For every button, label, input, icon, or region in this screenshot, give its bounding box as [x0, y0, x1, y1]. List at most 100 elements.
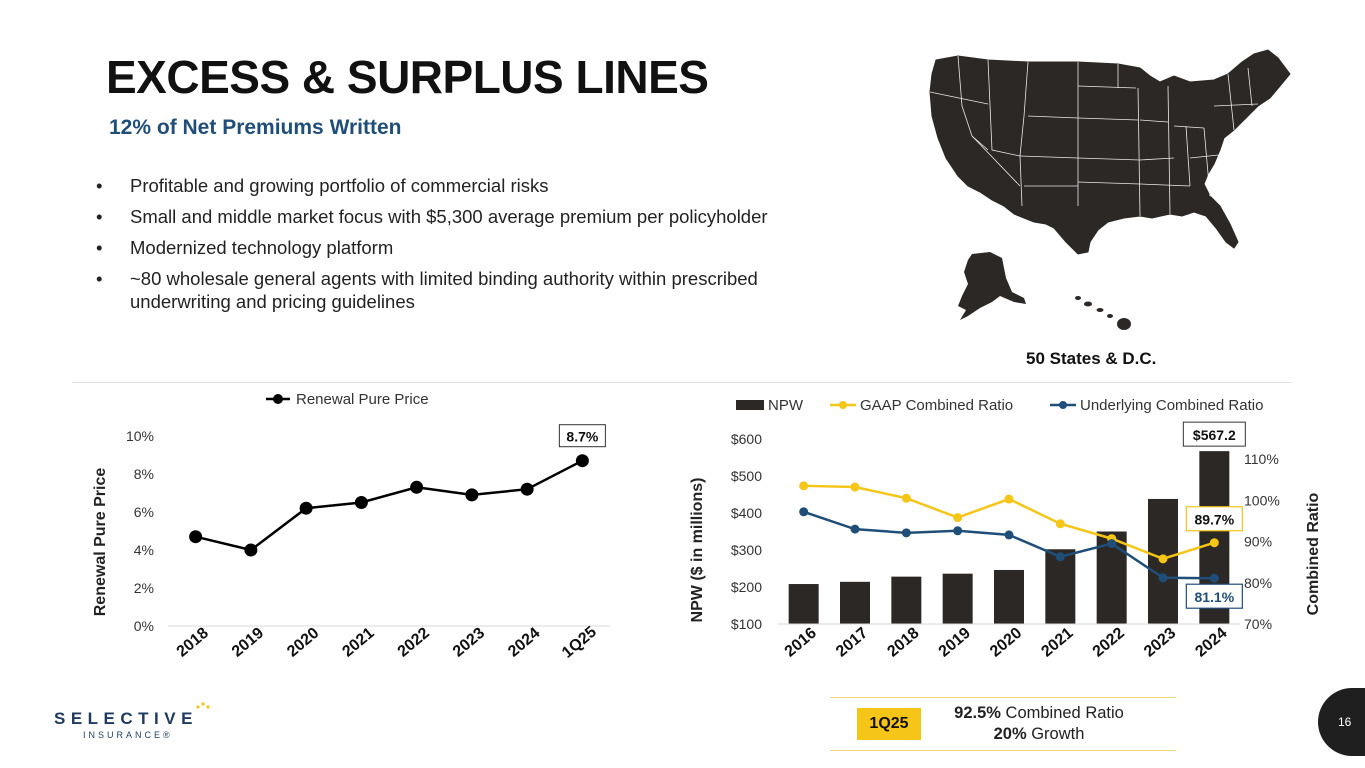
y-tick-label: $200	[731, 579, 762, 595]
x-tick-label: 2023	[450, 625, 488, 661]
y2-tick-label: 70%	[1244, 616, 1272, 632]
data-point	[410, 480, 424, 494]
x-tick-label: 2024	[505, 625, 543, 661]
chart-legend: Renewal Pure Price	[266, 391, 429, 408]
x-tick-label: 1Q25	[559, 623, 600, 661]
x-tick-label: 2020	[987, 625, 1025, 661]
legend-underlying-dot	[1059, 401, 1067, 409]
y-tick-label: 2%	[134, 580, 154, 596]
underlying-point	[901, 528, 911, 538]
contiguous-us-shape	[929, 49, 1291, 255]
y-tick-label: $100	[731, 616, 762, 632]
y-tick-label: $400	[731, 505, 762, 521]
y-tick-label: 10%	[126, 428, 154, 444]
logo-wordmark: SELECTIVE	[54, 709, 198, 728]
x-tick-label: 2020	[284, 625, 322, 661]
y2-tick-label: 100%	[1244, 492, 1280, 508]
underlying-point	[1107, 539, 1117, 549]
callout-text: 92.5% Combined Ratio 20% Growth	[934, 703, 1144, 745]
company-logo: SELECTIVE INSURANCE®	[54, 700, 214, 746]
state-borders	[929, 55, 1259, 217]
y-tick-label: $300	[731, 542, 762, 558]
series-line	[195, 459, 583, 552]
gaap-point	[901, 493, 911, 503]
x-tick-label: 2022	[395, 625, 433, 661]
callout-badge: 1Q25	[857, 708, 921, 740]
callout-cr-value: 92.5%	[954, 704, 1001, 722]
underlying-point	[799, 507, 809, 517]
x-tick-label: 2018	[884, 625, 922, 661]
y2-tick-label: 110%	[1244, 451, 1279, 467]
x-tick-label: 2017	[833, 625, 871, 661]
legend-dot-marker	[273, 394, 283, 404]
bullet-item: ~80 wholesale general agents with limite…	[96, 267, 856, 313]
renewal-pure-price-chart: Renewal Pure Price Renewal Pure Price 0%…	[88, 384, 628, 694]
x-tick-label: 2021	[1038, 625, 1076, 661]
gaap-point	[1055, 519, 1065, 529]
underlying-point	[1055, 552, 1065, 562]
npw-data-label: $567.2	[1193, 427, 1236, 443]
quarter-callout: 1Q25 92.5% Combined Ratio 20% Growth	[830, 697, 1176, 751]
x-tick-label: 2021	[339, 625, 377, 661]
data-point	[354, 496, 368, 509]
legend-npw-label: NPW	[768, 397, 804, 414]
underlying-point	[850, 524, 860, 534]
gaap-point	[799, 481, 809, 491]
x-tick-label: 2022	[1090, 625, 1128, 661]
underlying-point	[953, 526, 963, 536]
data-point	[189, 530, 203, 544]
logo-dots-icon	[196, 702, 210, 709]
data-label-box	[558, 424, 606, 448]
bullet-list: Profitable and growing portfolio of comm…	[96, 174, 856, 321]
us-map-svg	[929, 49, 1291, 330]
x-tick-label: 2023	[1141, 625, 1179, 661]
y-tick-label: $500	[731, 468, 762, 484]
data-point	[575, 454, 589, 468]
bullet-item: Modernized technology platform	[96, 236, 856, 259]
gaap-point	[1004, 494, 1014, 504]
npw-bar	[840, 581, 870, 624]
y-tick-label: 0%	[134, 618, 154, 634]
legend-npw-swatch	[736, 400, 764, 410]
section-divider	[72, 382, 1292, 383]
y2-tick-label: 90%	[1244, 534, 1272, 550]
npw-data-label-box	[1182, 421, 1246, 447]
data-label: 8.7%	[566, 429, 598, 445]
logo-subtext: INSURANCE®	[83, 730, 173, 740]
bullet-item: Small and middle market focus with $5,30…	[96, 205, 856, 228]
underlying-point	[1004, 530, 1014, 540]
page-subtitle: 12% of Net Premiums Written	[109, 116, 402, 139]
gaap-data-label: 89.7%	[1194, 512, 1234, 528]
legend-underlying-label: Underlying Combined Ratio	[1080, 397, 1263, 414]
data-point	[244, 543, 258, 557]
gaap-point	[1209, 538, 1219, 548]
y-tick-label: 4%	[134, 542, 154, 558]
y-tick-label: 6%	[134, 504, 154, 520]
npw-combined-ratio-chart: NPW GAAP Combined Ratio Underlying Combi…	[680, 384, 1340, 700]
bullet-item: Profitable and growing portfolio of comm…	[96, 174, 856, 197]
underlying-point	[1209, 573, 1219, 583]
x-tick-label: 2016	[782, 625, 820, 661]
legend-label: Renewal Pure Price	[296, 391, 429, 408]
npw-bar	[994, 569, 1024, 624]
x-tick-label: 2019	[229, 625, 267, 661]
page-title: EXCESS & SURPLUS LINES	[106, 51, 709, 103]
data-point	[520, 482, 534, 496]
npw-combined-ratio-svg: NPW GAAP Combined Ratio Underlying Combi…	[689, 397, 1322, 661]
x-tick-label: 2024	[1192, 625, 1230, 661]
data-point	[299, 501, 313, 515]
underlying-data-label-box	[1185, 583, 1243, 609]
y-tick-label: 8%	[134, 466, 154, 482]
underlying-data-label: 81.1%	[1194, 589, 1234, 605]
y2-tick-label: 80%	[1244, 575, 1272, 591]
x-tick-label: 2019	[936, 625, 974, 661]
page-number: 16	[1318, 688, 1365, 756]
y-axis-title: Renewal Pure Price	[92, 468, 109, 617]
hawaii-shape	[1075, 296, 1131, 330]
renewal-pure-price-svg: Renewal Pure Price Renewal Pure Price 0%…	[92, 391, 610, 662]
underlying-point	[1158, 573, 1168, 583]
us-map-icon	[928, 46, 1298, 336]
npw-bar	[788, 584, 819, 624]
alaska-shape	[958, 252, 1026, 320]
gaap-data-label-box	[1185, 506, 1243, 532]
